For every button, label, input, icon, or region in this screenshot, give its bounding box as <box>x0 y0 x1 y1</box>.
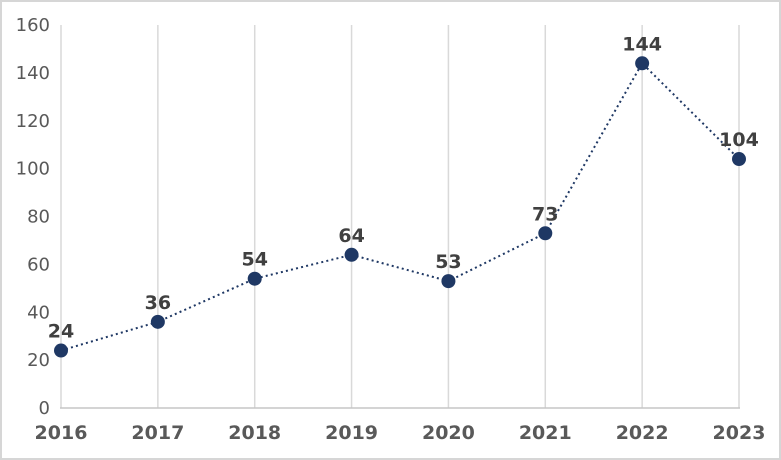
y-tick-label-0: 0 <box>39 398 50 419</box>
y-tick-label-20: 20 <box>27 350 50 371</box>
x-tick-label-2018: 2018 <box>228 422 281 444</box>
data-label-2016: 24 <box>48 321 74 343</box>
y-tick-label-80: 80 <box>27 207 50 228</box>
x-tick-label-2022: 2022 <box>616 422 669 444</box>
data-point-2018 <box>247 271 262 286</box>
y-tick-label-140: 140 <box>16 63 50 84</box>
y-tick-label-40: 40 <box>27 302 50 323</box>
data-label-2019: 64 <box>338 225 364 247</box>
x-tick-label-2021: 2021 <box>519 422 572 444</box>
x-tick-label-2017: 2017 <box>131 422 184 444</box>
y-tick-label-160: 160 <box>16 15 50 36</box>
data-point-2019 <box>344 247 359 262</box>
data-point-2020 <box>441 274 456 289</box>
data-label-2022: 144 <box>622 33 662 55</box>
y-tick-label-120: 120 <box>16 111 50 132</box>
y-tick-label-60: 60 <box>27 254 50 275</box>
y-tick-label-100: 100 <box>16 159 50 180</box>
data-label-2023: 104 <box>719 129 759 151</box>
data-point-2022 <box>635 56 650 71</box>
x-tick-label-2016: 2016 <box>35 422 88 444</box>
x-tick-label-2020: 2020 <box>422 422 475 444</box>
data-label-2018: 54 <box>241 249 267 271</box>
data-label-2021: 73 <box>532 203 558 225</box>
data-point-2016 <box>54 343 68 358</box>
data-label-2020: 53 <box>435 251 461 273</box>
x-tick-label-2023: 2023 <box>713 422 766 444</box>
x-tick-label-2019: 2019 <box>325 422 378 444</box>
data-point-2023 <box>732 152 746 167</box>
data-label-2017: 36 <box>145 292 171 314</box>
data-point-2021 <box>538 226 553 241</box>
data-point-2017 <box>150 314 165 329</box>
